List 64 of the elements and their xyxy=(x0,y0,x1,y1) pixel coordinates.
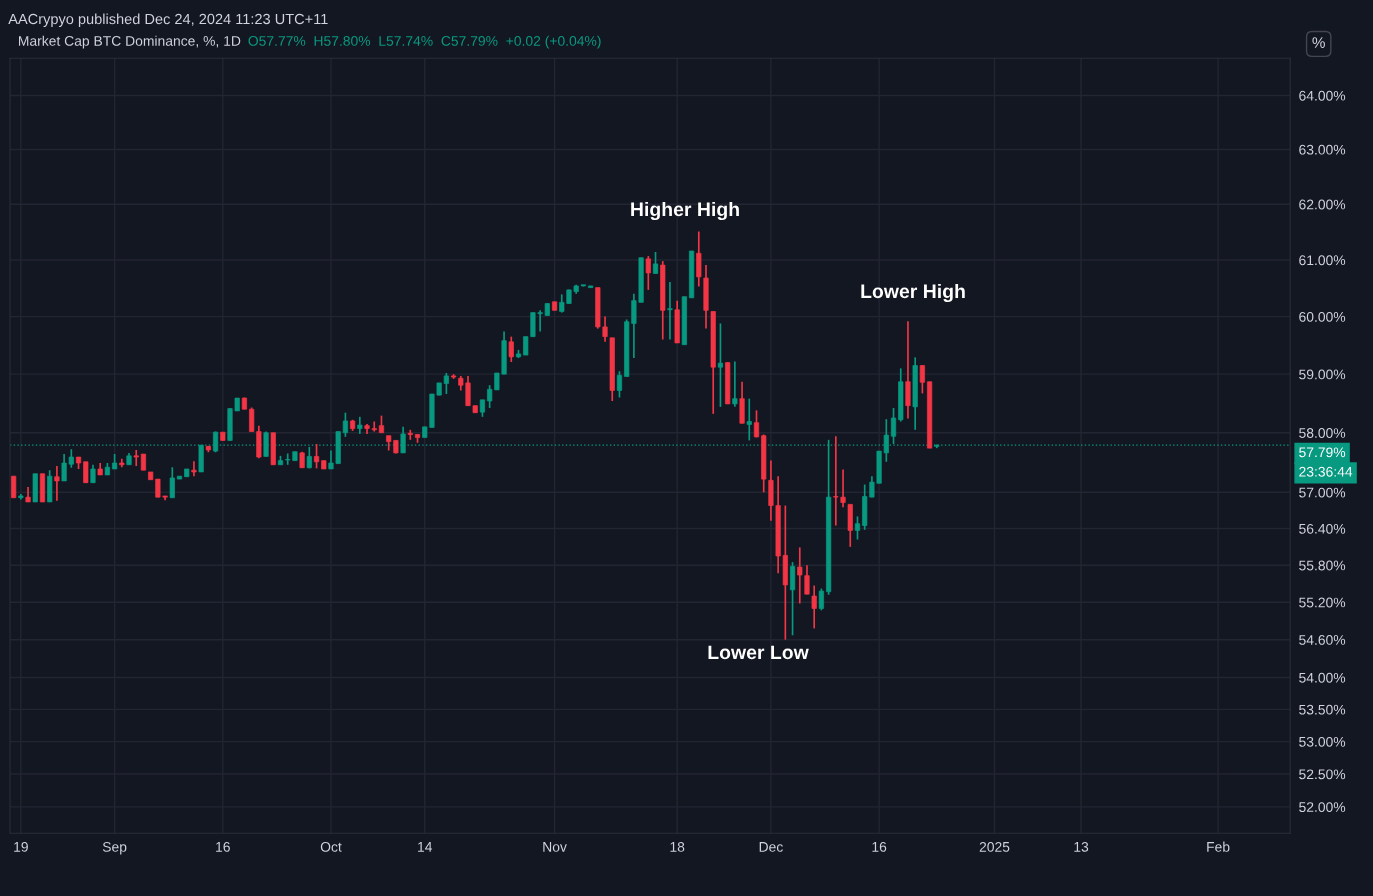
text: O57.77% H57.80% L57.74% C57.79% +0.02 (+0.04%) xyxy=(248,35,601,49)
y-tick-label: 61.00% xyxy=(1299,255,1346,266)
ref-line-label: 57.79% xyxy=(1299,447,1346,458)
candlestick xyxy=(919,364,925,395)
candlestick xyxy=(717,322,724,408)
x-tick-label: Oct xyxy=(320,841,342,852)
candlestick xyxy=(645,255,651,291)
y-tick-label: 64.00% xyxy=(1299,90,1346,101)
chart-subtitle: Market Cap BTC Dominance, %, 1D xyxy=(18,35,241,49)
candlestick xyxy=(54,465,60,502)
candlestick xyxy=(732,360,738,408)
annotation: Higher High xyxy=(631,201,739,221)
y-tick-label: 54.00% xyxy=(1299,672,1346,683)
candlestick xyxy=(818,587,824,612)
candlestick xyxy=(854,515,861,541)
y-tick-label: 55.20% xyxy=(1299,597,1346,608)
candlestick xyxy=(133,449,139,467)
y-tick-label: 54.60% xyxy=(1299,635,1346,645)
x-tick-label: Nov xyxy=(543,842,567,852)
annotation: Lower Low xyxy=(708,645,809,660)
x-tick-label: 13 xyxy=(1074,841,1089,852)
y-tick-label: 63.00% xyxy=(1299,144,1346,155)
y-tick-label: 60.00% xyxy=(1299,311,1346,322)
candlestick xyxy=(667,281,673,341)
y-tick-label: 52.50% xyxy=(1299,769,1346,780)
x-tick-label: Dec xyxy=(759,842,783,852)
candlestick xyxy=(83,460,89,484)
y-tick-label: 55.80% xyxy=(1299,560,1346,571)
x-tick-label: 16 xyxy=(216,841,230,852)
candlestick xyxy=(746,397,752,442)
y-tick-label: 62.00% xyxy=(1299,199,1346,210)
candlestick xyxy=(400,426,406,454)
candlestick xyxy=(508,335,514,363)
candlestick xyxy=(652,251,659,275)
text: % xyxy=(1312,37,1325,48)
y-tick-label: 53.50% xyxy=(1299,704,1346,715)
candlestick xyxy=(342,411,348,438)
x-tick-label: 14 xyxy=(418,842,433,852)
y-tick-label: 52.00% xyxy=(1299,802,1346,812)
y-tick-label: 56.40% xyxy=(1299,523,1346,534)
y-tick-label: 53.00% xyxy=(1299,736,1346,747)
x-tick-label: 2025 xyxy=(979,841,1010,852)
x-tick-label: Feb xyxy=(1207,841,1230,852)
text: 23:36:44 xyxy=(1299,466,1353,477)
candlestick xyxy=(169,466,175,499)
candlestick xyxy=(407,428,413,441)
candlestick xyxy=(313,443,320,470)
y-tick-label: 59.00% xyxy=(1299,369,1346,380)
chart-title: AACrypyo published Dec 24, 2024 11:23 UTC+11 xyxy=(8,13,328,28)
candlestick xyxy=(191,460,197,477)
candlestick xyxy=(11,475,17,499)
candlestick xyxy=(263,430,269,458)
x-tick-label: 18 xyxy=(670,841,685,852)
x-tick-label: Sep xyxy=(102,841,127,855)
y-tick-label: 58.00% xyxy=(1299,428,1346,438)
candlestick xyxy=(616,370,623,399)
candlestick xyxy=(905,320,911,420)
x-tick-label: 19 xyxy=(14,841,28,852)
candlestick xyxy=(753,409,760,439)
x-tick-label: 16 xyxy=(872,841,887,852)
y-tick-label: 57.00% xyxy=(1299,487,1346,498)
candlestick xyxy=(789,561,796,637)
candlestick xyxy=(811,584,817,630)
annotation: Lower High xyxy=(861,283,965,303)
